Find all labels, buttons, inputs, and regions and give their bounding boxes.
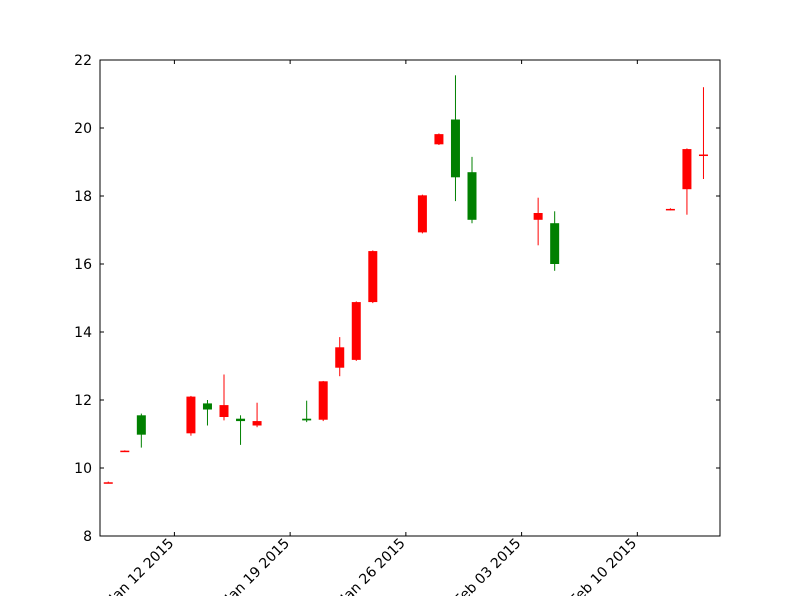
candle-body-15 — [434, 134, 444, 145]
candle-body-1 — [103, 482, 113, 484]
y-tick-label-6: 20 — [74, 121, 92, 137]
y-axis: 8 10 12 14 16 18 20 22 — [74, 53, 720, 545]
candle-body-20 — [665, 208, 675, 211]
y-tick-label-2: 12 — [74, 393, 92, 409]
candle-body-6 — [219, 405, 229, 417]
candle-layer — [103, 75, 708, 484]
candle-body-17 — [467, 172, 477, 220]
y-tick-label-3: 14 — [74, 325, 92, 341]
x-tick-label-3: Feb 03 2015 — [451, 536, 524, 596]
candle-body-3 — [136, 415, 146, 435]
candle-body-11 — [335, 347, 345, 368]
candle-body-12 — [351, 302, 361, 360]
candle-body-8 — [252, 421, 262, 426]
y-tick-label-5: 18 — [74, 189, 92, 205]
candle-body-9 — [302, 418, 312, 421]
candle-body-14 — [417, 195, 427, 233]
candle-body-16 — [450, 119, 460, 178]
candle-body-10 — [318, 381, 328, 420]
y-tick-label-0: 8 — [83, 529, 92, 545]
candle-body-5 — [202, 403, 212, 410]
candle-body-21 — [682, 149, 692, 190]
y-tick-label-4: 16 — [74, 257, 92, 273]
candle-body-2 — [120, 450, 130, 453]
candle-body-22 — [698, 154, 708, 157]
plot-area-frame — [99, 59, 721, 537]
y-tick-label-7: 22 — [74, 53, 92, 69]
candle-body-18 — [533, 213, 543, 220]
x-tick-label-4: Feb 10 2015 — [567, 536, 640, 596]
x-axis: Jan 12 2015 Jan 19 2015 Jan 26 2015 Feb 03 … — [106, 60, 640, 596]
x-tick-label-1: Jan 19 2015 — [222, 536, 293, 596]
x-tick-label-2: Jan 26 2015 — [337, 536, 408, 596]
x-tick-label-0: Jan 12 2015 — [106, 536, 177, 596]
candle-body-13 — [368, 251, 378, 303]
candle-body-19 — [550, 223, 560, 264]
candle-body-7 — [236, 418, 246, 422]
y-tick-label-1: 10 — [74, 461, 92, 477]
candle-body-4 — [186, 396, 196, 434]
